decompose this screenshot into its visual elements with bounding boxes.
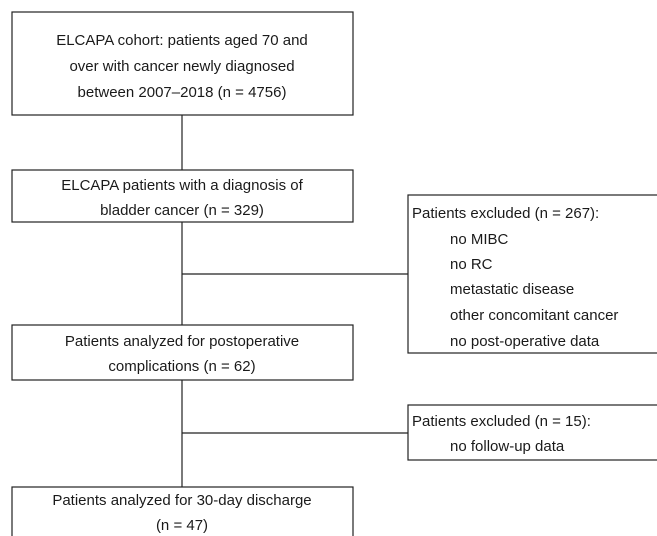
node-text: Patients analyzed for 30-day discharge xyxy=(52,492,311,509)
exclusion-item: no follow-up data xyxy=(450,438,565,455)
node-box xyxy=(11,11,354,116)
node-text: (n = 47) xyxy=(156,517,208,534)
exclusion-item: no MIBC xyxy=(450,231,509,248)
node-text: Patients analyzed for postoperative xyxy=(65,333,299,350)
node-text: ELCAPA patients with a diagnosis of xyxy=(61,177,303,194)
exclusion-box xyxy=(407,404,657,461)
node-text: between 2007–2018 (n = 4756) xyxy=(78,84,287,101)
exclusion-item: metastatic disease xyxy=(450,281,574,298)
node-box xyxy=(11,486,354,536)
exclusion-item: no post-operative data xyxy=(450,333,600,350)
node-text: over with cancer newly diagnosed xyxy=(69,58,294,75)
node-box xyxy=(11,324,354,381)
node-text: ELCAPA cohort: patients aged 70 and xyxy=(56,32,308,49)
exclusion-title: Patients excluded (n = 15): xyxy=(412,413,591,430)
exclusion-title: Patients excluded (n = 267): xyxy=(412,205,599,222)
node-box xyxy=(11,169,354,223)
exclusion-item: no RC xyxy=(450,256,493,273)
node-text: bladder cancer (n = 329) xyxy=(100,202,264,219)
exclusion-box xyxy=(407,194,657,354)
node-text: complications (n = 62) xyxy=(108,358,255,375)
exclusion-item: other concomitant cancer xyxy=(450,307,618,324)
